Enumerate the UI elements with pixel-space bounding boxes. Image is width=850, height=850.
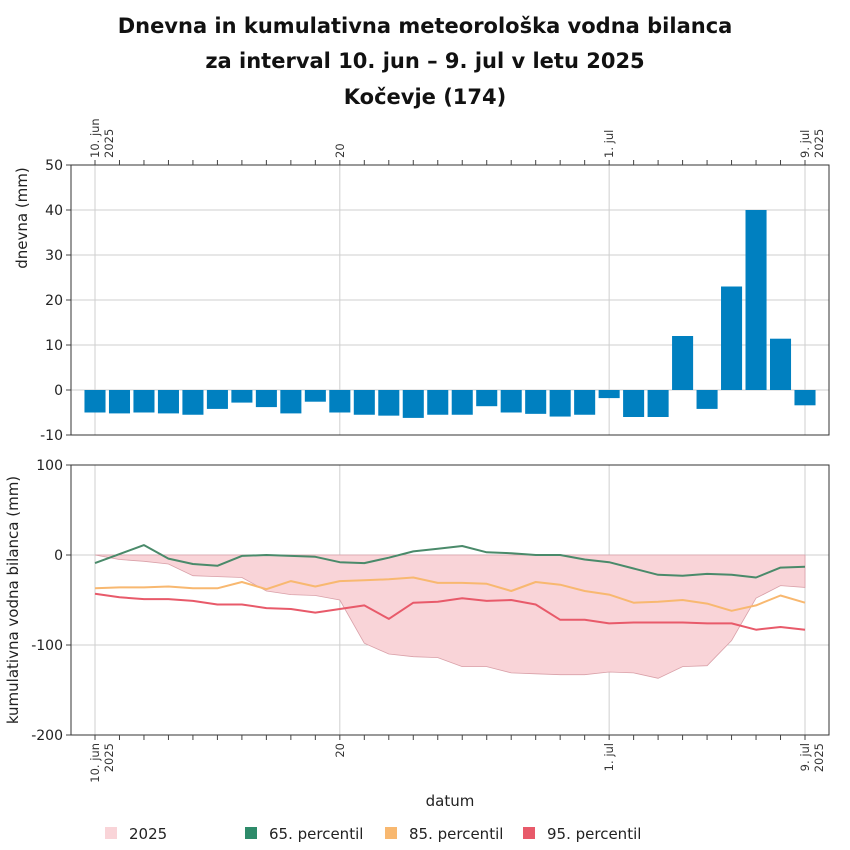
daily-y-tick-label: 20: [45, 293, 63, 309]
y-axis-title-daily: dnevna (mm): [13, 167, 31, 269]
daily-y-tick-label: 10: [45, 338, 63, 354]
daily-bar: [647, 390, 669, 417]
chart-title-line-3: Kočevje (174): [344, 85, 507, 109]
cumulative-x-tick-label: 20: [333, 743, 347, 758]
cumulative-area-2025: [94, 554, 806, 679]
daily-bar: [721, 286, 743, 390]
daily-bar: [84, 390, 106, 413]
daily-y-tick-label: 40: [45, 203, 63, 219]
legend-label-65-percentil: 65. percentil: [269, 825, 363, 843]
daily-bar: [231, 390, 253, 403]
daily-y-tick-label: -10: [40, 428, 63, 444]
legend-label-85-percentil: 85. percentil: [409, 825, 503, 843]
daily-bar: [500, 390, 522, 413]
daily-bar: [255, 390, 277, 408]
daily-y-tick-label: 0: [54, 383, 63, 399]
daily-bar: [182, 390, 204, 415]
daily-bar: [696, 390, 718, 409]
daily-bar: [133, 390, 155, 413]
daily-bar: [206, 390, 228, 409]
daily-bar: [427, 390, 449, 415]
daily-x-tick-label: 9. jul: [798, 130, 812, 158]
daily-bar: [574, 390, 596, 415]
daily-bar: [157, 390, 179, 414]
daily-bar: [304, 390, 326, 402]
daily-bar: [525, 390, 547, 414]
daily-bar: [402, 390, 424, 418]
legend: 2025 65. percentil 85. percentil 95. percen…: [105, 825, 641, 843]
daily-bar: [451, 390, 473, 415]
cumulative-y-tick-label: -200: [31, 728, 63, 744]
legend-swatch-65-percentil: [245, 827, 257, 839]
daily-y-tick-label: 50: [45, 158, 63, 174]
daily-plot-frame: [70, 164, 830, 436]
daily-x-tick-label: 2025: [812, 129, 826, 158]
legend-label-2025: 2025: [129, 825, 167, 843]
cumulative-x-tick-label: 1. jul: [602, 743, 616, 771]
daily-bar: [769, 338, 792, 390]
daily-x-tick-label: 10. jun: [88, 118, 102, 158]
chart-title-line-2: za interval 10. jun – 9. jul v letu 2025: [205, 49, 644, 73]
cumulative-y-tick-label: -100: [31, 638, 63, 654]
legend-swatch-2025: [105, 827, 117, 839]
daily-bar: [549, 390, 571, 417]
daily-bar: [623, 390, 645, 417]
daily-bar: [476, 390, 498, 407]
cumulative-line-85-percentil: [94, 576, 806, 612]
cumulative-x-tick-label: 2025: [812, 743, 826, 772]
daily-x-tick-label: 1. jul: [602, 130, 616, 158]
daily-bar: [353, 390, 375, 415]
daily-x-tick-label: 2025: [102, 129, 116, 158]
daily-bar: [108, 390, 131, 414]
cumulative-plot-frame: [70, 464, 830, 736]
y-axis-title-cumulative: kumulativna vodna bilanca (mm): [4, 476, 22, 724]
daily-bar: [672, 336, 694, 390]
daily-bar: [329, 390, 351, 413]
chart-title-line-1: Dnevna in kumulativna meteorološka vodna…: [118, 14, 733, 38]
legend-swatch-85-percentil: [385, 827, 397, 839]
cumulative-line-95-percentil: [94, 592, 806, 631]
cumulative-line-65-percentil: [94, 544, 806, 579]
legend-swatch-95-percentil: [523, 827, 535, 839]
cumulative-x-tick-label: 9. jul: [798, 743, 812, 771]
daily-y-tick-label: 30: [45, 248, 63, 264]
cumulative-x-tick-label: 10. jun: [88, 743, 102, 783]
daily-bar: [794, 390, 816, 406]
daily-bar: [745, 210, 767, 390]
daily-bar: [280, 390, 302, 414]
daily-bar: [378, 390, 400, 416]
cumulative-y-tick-label: 0: [54, 548, 63, 564]
daily-x-tick-label: 20: [333, 143, 347, 158]
cumulative-x-tick-label: 2025: [102, 743, 116, 772]
daily-bar: [598, 390, 620, 399]
cumulative-y-tick-label: 100: [36, 458, 63, 474]
legend-label-95-percentil: 95. percentil: [547, 825, 641, 843]
x-axis-title: datum: [426, 792, 475, 810]
